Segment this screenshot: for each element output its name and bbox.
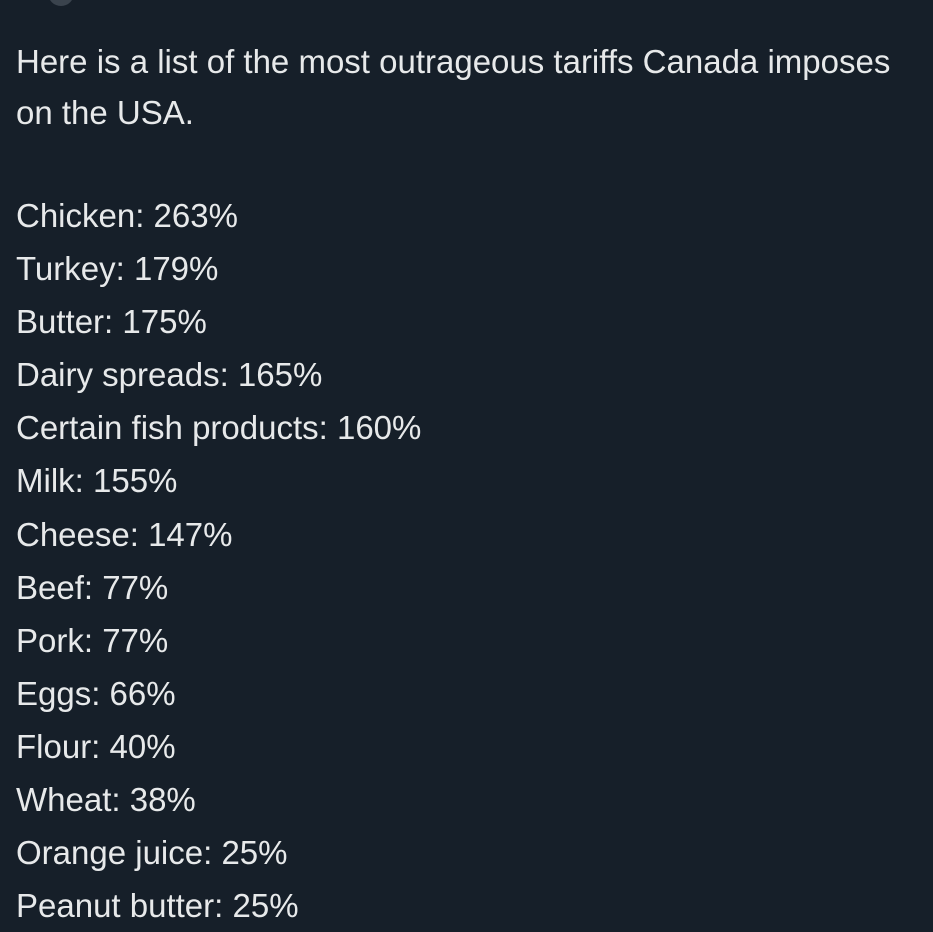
tariff-item: Flour: 40% (16, 727, 176, 765)
tariff-list: Chicken: 263% Turkey: 179% Butter: 175% Dai… (16, 189, 421, 932)
tariff-item: Cheese: 147% (16, 515, 233, 553)
tariff-item: Butter: 175% (16, 303, 207, 341)
tariff-item: Certain fish products: 160% (16, 409, 422, 447)
post-intro: Here is a list of the most outrageous ta… (16, 43, 891, 131)
tariff-item: Milk: 155% (16, 462, 178, 500)
tariff-item: Wheat: 38% (16, 781, 196, 819)
avatar-edge (48, 0, 74, 6)
tariff-item: Beef: 77% (16, 568, 169, 606)
tariff-item: Dairy spreads: 165% (16, 356, 323, 394)
tariff-item: Eggs: 66% (16, 674, 176, 712)
tariff-item: Peanut butter: 25% (16, 887, 299, 925)
tariff-item: Chicken: 263% (16, 197, 238, 234)
tariff-item: Orange juice: 25% (16, 834, 288, 872)
tariff-item: Pork: 77% (16, 621, 169, 659)
tariff-item: Turkey: 179% (16, 250, 219, 288)
